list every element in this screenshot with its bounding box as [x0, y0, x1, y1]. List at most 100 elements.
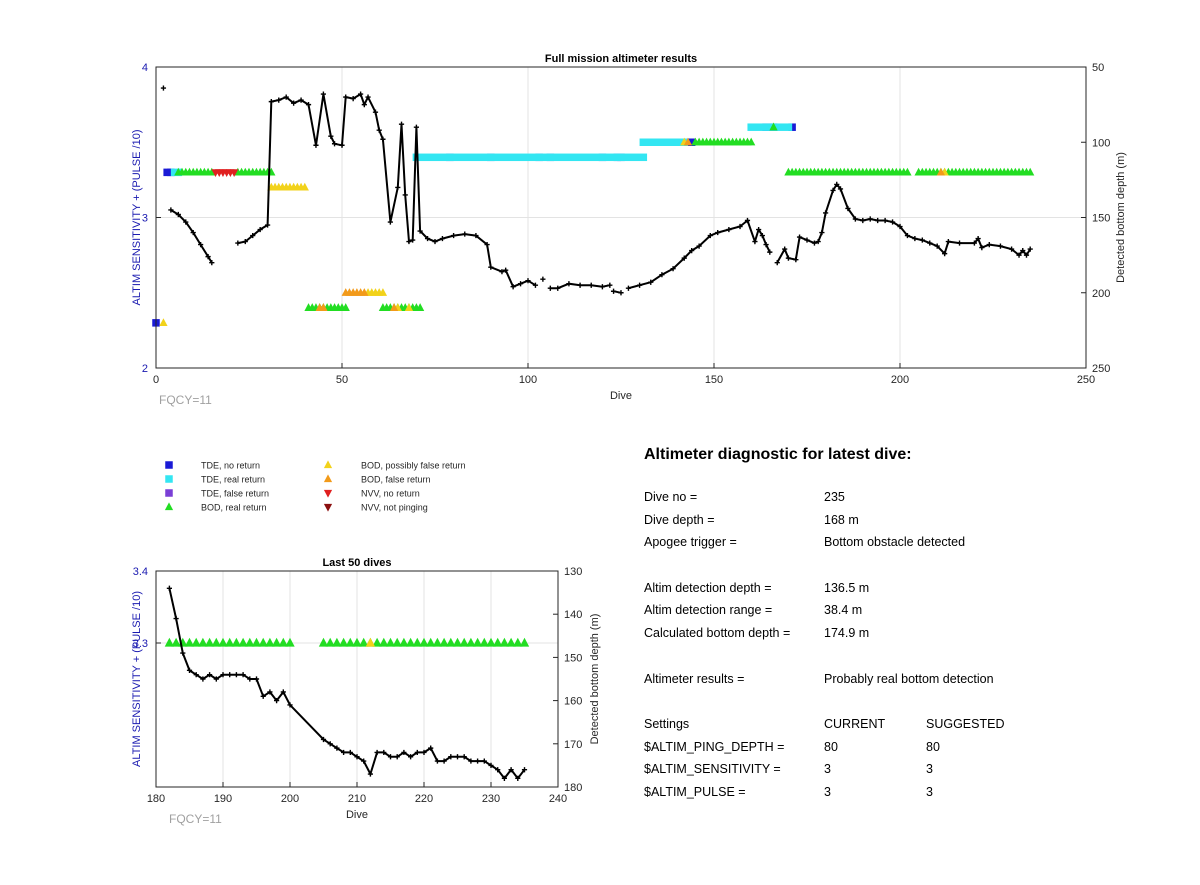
data-marker	[231, 637, 242, 647]
legend-marker	[323, 460, 333, 469]
depth-point	[837, 186, 844, 192]
depth-point	[213, 676, 219, 682]
altim-detection-range-row: Altim detection range = 38.4 m	[644, 603, 1184, 626]
depth-point	[1016, 252, 1022, 258]
data-marker	[184, 637, 195, 647]
data-marker	[432, 637, 443, 647]
chart-title: Full mission altimeter results	[545, 53, 697, 65]
apogee-trigger-label: Apogee trigger =	[644, 535, 737, 550]
data-marker	[285, 637, 295, 647]
setting-suggested: 80	[926, 739, 940, 754]
data-marker	[332, 637, 342, 647]
dive-depth-label: Dive depth =	[644, 512, 715, 527]
depth-point	[350, 96, 356, 102]
depth-point	[250, 232, 256, 239]
depth-point	[454, 754, 461, 760]
depth-point	[175, 211, 181, 218]
x-tick-label: 230	[482, 793, 500, 805]
altimeter-diagnostic-panel: Altimeter diagnostic for latest dive: Di…	[644, 446, 1184, 808]
data-marker	[245, 637, 255, 647]
depth-point	[659, 272, 665, 278]
depth-point	[796, 234, 803, 240]
data-marker	[251, 637, 262, 647]
data-marker	[159, 318, 168, 326]
y2-axis-label: Detected bottom depth (m)	[1115, 152, 1127, 283]
data-marker	[325, 637, 335, 647]
data-marker	[171, 637, 181, 647]
dive-no-label: Dive no =	[644, 490, 698, 504]
x-tick-label: 180	[147, 793, 165, 805]
altimeter-results-row: Altimeter results = Probably real bottom…	[644, 672, 1184, 695]
depth-point	[830, 187, 836, 194]
legend-marker	[164, 502, 174, 511]
depth-point	[521, 767, 528, 773]
data-marker	[404, 303, 414, 311]
depth-point	[428, 745, 434, 751]
dive-no-value: 235	[824, 490, 845, 504]
depth-point	[499, 269, 505, 275]
legend-marker	[165, 489, 173, 497]
data-marker	[936, 167, 946, 176]
y2-tick-label: 160	[564, 696, 582, 708]
depth-point	[372, 109, 379, 115]
depth-line	[776, 182, 1032, 264]
data-marker	[278, 637, 288, 647]
data-marker	[466, 637, 476, 647]
depth-line	[237, 92, 536, 288]
data-marker	[499, 637, 510, 647]
legend-label: NVV, no return	[361, 489, 420, 499]
depth-point	[240, 672, 246, 678]
setting-row-sensitivity: $ALTIM_SENSITIVITY = 3 3	[644, 762, 1184, 785]
depth-point	[979, 245, 985, 251]
x-axis-label: Dive	[610, 390, 632, 402]
data-marker	[265, 637, 275, 647]
depth-point	[200, 676, 206, 682]
data-marker	[379, 637, 389, 647]
depth-point	[897, 223, 903, 230]
marker-run	[747, 123, 793, 131]
depth-series	[160, 85, 1033, 296]
depth-point	[648, 279, 654, 285]
marker-series	[174, 122, 1035, 311]
current-column-label: CURRENT	[824, 716, 886, 731]
y-tick-label: 3.4	[133, 566, 148, 578]
setting-suggested: 3	[926, 784, 933, 799]
depth-point	[782, 246, 788, 252]
depth-point	[707, 232, 713, 239]
data-marker	[300, 182, 309, 191]
depth-point	[475, 758, 481, 764]
legend-label: TDE, false return	[201, 489, 269, 499]
depth-point	[298, 97, 304, 103]
depth-point	[852, 216, 858, 222]
depth-point	[334, 745, 340, 751]
depth-line	[628, 218, 771, 290]
calculated-bottom-depth-value: 174.9 m	[824, 626, 870, 641]
depth-point	[547, 285, 553, 291]
chart-full-mission: 0 50 100 150 200 250 2 3 4 50 100 150 200 250 Full mis…	[131, 53, 1127, 407]
depth-point	[975, 235, 981, 242]
depth-point	[501, 775, 507, 781]
depth-point	[381, 749, 387, 756]
depth-point	[394, 754, 400, 760]
altim-detection-range-label: Altim detection range =	[644, 603, 773, 618]
depth-point	[247, 676, 253, 682]
depth-point	[811, 240, 818, 246]
y2-tick-label: 150	[1092, 213, 1110, 225]
setting-name: $ALTIM_SENSITIVITY =	[644, 762, 781, 777]
depth-point	[205, 254, 211, 260]
depth-point	[320, 91, 326, 97]
x-tick-label: 220	[415, 793, 433, 805]
depth-point	[882, 217, 888, 224]
depth-point	[274, 698, 280, 704]
depth-point	[398, 121, 405, 127]
settings-label: Settings	[644, 716, 690, 731]
depth-point	[414, 749, 420, 756]
setting-suggested: 3	[926, 762, 933, 777]
depth-point	[253, 676, 260, 682]
dive-depth-value: 168 m	[824, 512, 859, 527]
suggested-column-label: SUGGESTED	[926, 716, 1005, 731]
depth-point	[401, 749, 407, 756]
depth-point	[919, 237, 925, 243]
depth-point	[439, 235, 446, 242]
depth-point	[432, 238, 438, 245]
